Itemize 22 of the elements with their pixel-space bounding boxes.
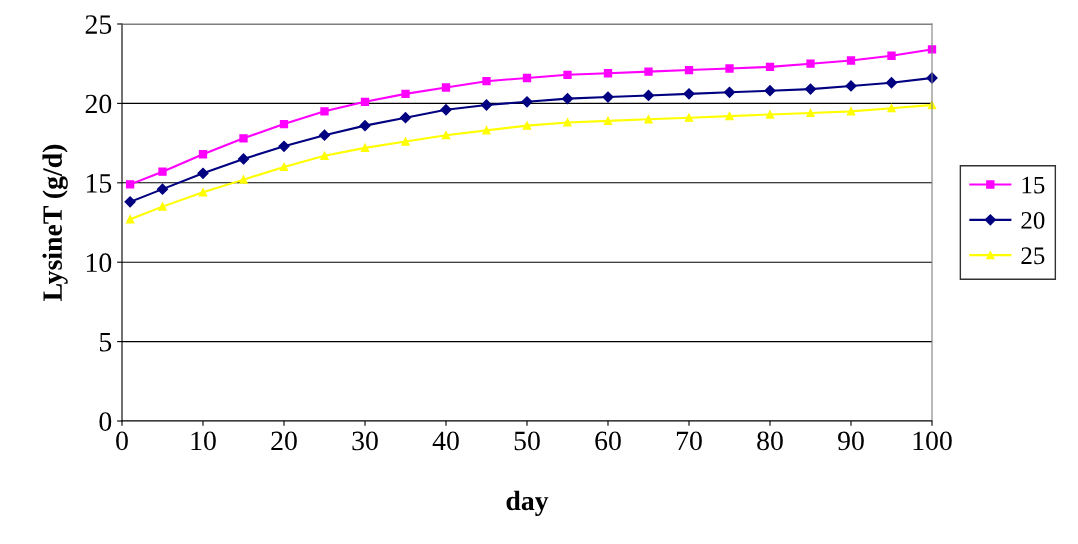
- legend-label: 15: [1022, 176, 1045, 194]
- x-tick-label: 40: [432, 431, 459, 451]
- y-tick-label: 15: [86, 174, 112, 193]
- y-tick-label: 10: [86, 253, 112, 273]
- y-tick-label: 5: [100, 333, 112, 352]
- legend-label: 20: [1021, 211, 1045, 229]
- x-tick-label: 20: [271, 431, 297, 451]
- x-tick-label: 70: [676, 431, 702, 451]
- legend-label: 25: [1021, 247, 1045, 265]
- x-axis-title: day: [506, 490, 549, 516]
- y-tick-label: 25: [85, 15, 112, 34]
- y-tick-label: 20: [85, 94, 112, 114]
- x-tick-label: 50: [514, 431, 540, 451]
- x-tick-label: 30: [352, 431, 378, 451]
- x-tick-label: 100: [913, 431, 952, 451]
- x-tick-label: 0: [116, 431, 128, 451]
- x-tick-label: 60: [595, 431, 621, 451]
- y-axis-title: LysineT (g/d): [42, 144, 68, 301]
- y-tick-label: 0: [99, 412, 112, 431]
- x-tick-label: 80: [757, 431, 783, 451]
- x-tick-label: 90: [838, 431, 864, 451]
- x-tick-label: 10: [191, 431, 216, 451]
